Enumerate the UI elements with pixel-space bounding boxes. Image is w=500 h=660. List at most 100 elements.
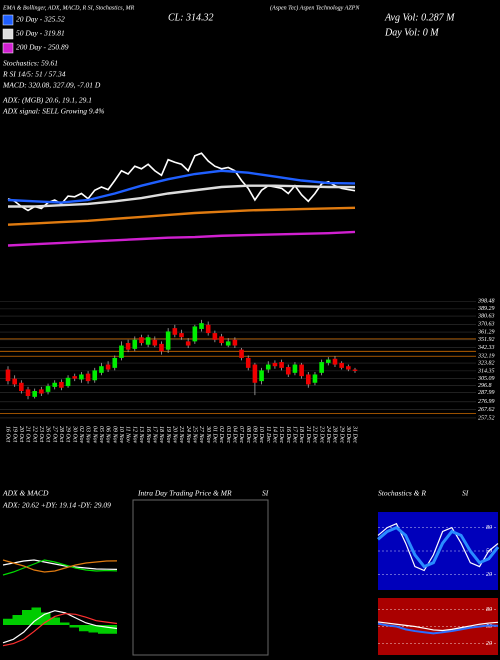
candle-body: [299, 364, 304, 377]
histogram-bar: [88, 625, 98, 633]
company: (Aspen Tec) Aspen Technology AZPN: [270, 4, 360, 11]
histogram-bar: [50, 617, 60, 625]
histogram-bar: [98, 625, 108, 634]
x-tick-label: 23 Oct: [38, 426, 44, 442]
x-tick-label: 22 Dec: [312, 426, 318, 443]
x-tick-label: 05 Nov: [98, 426, 104, 444]
candle-body: [199, 323, 204, 329]
y-tick-label: 287.99: [478, 390, 495, 396]
x-tick-label: 04 Dec: [232, 426, 239, 443]
x-tick-label: 18 Nov: [158, 426, 164, 444]
candle-body: [112, 357, 118, 368]
legend-label: 50 Day - 319.81: [16, 29, 65, 38]
x-tick-label: 31 Dec: [352, 425, 358, 443]
x-tick-label: 30 Nov: [205, 425, 211, 444]
x-tick-label: 29 Dec: [338, 426, 344, 443]
candle-body: [32, 391, 37, 397]
histogram-bar: [3, 618, 13, 625]
candle-body: [59, 381, 64, 388]
avg-vol: Avg Vol: 0.287 M: [384, 12, 455, 23]
series-line: [2, 610, 118, 644]
y-tick-label: 314.35: [477, 367, 495, 374]
series-line: [377, 621, 499, 632]
ma-line: [7, 169, 356, 204]
candle-body: [172, 328, 178, 335]
x-tick-label: 09 Dec: [252, 426, 258, 443]
x-tick-label: 26 Oct: [45, 426, 51, 442]
x-tick-label: 12 Nov: [131, 426, 137, 444]
candle-body: [39, 389, 44, 394]
candle-body: [212, 333, 218, 340]
x-tick-label: 28 Oct: [58, 426, 64, 442]
x-tick-label: 16 Dec: [285, 426, 291, 443]
intraday-panel: [132, 499, 269, 656]
y-tick-label: 389.29: [477, 306, 495, 312]
legend-label: 200 Day - 250.89: [16, 43, 69, 52]
candle-body: [79, 374, 84, 380]
candle-body: [265, 364, 271, 370]
candle-body: [232, 339, 238, 346]
candle-body: [12, 378, 17, 385]
x-tick-label: 23 Nov: [178, 426, 184, 444]
x-tick-label: 29 Oct: [65, 426, 71, 442]
x-tick-label: 21 Oct: [25, 426, 31, 442]
x-tick-label: 27 Oct: [51, 426, 57, 442]
candle-body: [52, 382, 58, 387]
x-tick-label: 02 Dec: [218, 426, 224, 443]
legend-swatch: [2, 28, 14, 40]
candle-body: [259, 370, 264, 382]
x-tick-label: 20 Oct: [18, 426, 24, 442]
adx-signal: ADX signal: SELL Growing 9.4%: [2, 107, 104, 116]
candle-body: [139, 337, 144, 344]
candle-body: [225, 341, 231, 346]
x-tick-label: 03 Nov: [85, 426, 91, 444]
candle-body: [292, 364, 298, 373]
x-tick-label: 24 Nov: [185, 426, 192, 444]
candle-body: [159, 343, 164, 352]
candle-body: [192, 326, 198, 342]
ma-line: [7, 230, 356, 247]
histogram-bar: [60, 622, 70, 625]
x-tick-label: 28 Dec: [332, 426, 338, 443]
histogram-bar: [41, 612, 51, 625]
candle-body: [252, 364, 258, 383]
candle-body: [85, 373, 91, 382]
y-tick-label: 332.19: [477, 353, 495, 359]
x-tick-label: 19 Nov: [165, 426, 171, 444]
candle-body: [132, 339, 138, 349]
x-tick-label: 02 Nov: [78, 426, 84, 444]
series-line: [377, 525, 500, 569]
adx: ADX: (MGB) 20.6, 19.1, 29.1: [2, 96, 92, 105]
x-tick-label: 19 Oct: [11, 426, 17, 442]
candle-body: [239, 349, 244, 358]
x-tick-label: 10 Nov: [118, 426, 124, 444]
y-tick-label: 80: [486, 607, 492, 613]
ma-line: [7, 206, 356, 226]
y-tick-label: 257.52: [478, 415, 495, 421]
y-tick-label: 323.82: [477, 360, 495, 366]
panel-title: ADX & MACD: [2, 489, 49, 498]
x-tick-label: 16 Oct: [5, 426, 11, 442]
candle-body: [5, 369, 11, 382]
candle-body: [279, 362, 284, 368]
y-tick-label: 20: [486, 572, 492, 578]
histogram-bar: [22, 610, 32, 625]
candle-body: [185, 341, 191, 346]
x-tick-label: 21 Dec: [305, 426, 311, 443]
day-vol: Day Vol: 0 M: [384, 27, 439, 38]
x-tick-label: 06 Nov: [105, 426, 111, 444]
candle-body: [319, 362, 324, 373]
x-tick-label: 30 Dec: [345, 425, 351, 443]
candle-body: [19, 382, 24, 392]
panel-subtitle: SI: [262, 489, 269, 498]
x-tick-label: 03 Dec: [225, 426, 231, 443]
x-tick-label: 09 Nov: [111, 426, 117, 444]
studies: EMA & Bollinger, ADX, MACD, R SI, Stocha…: [2, 5, 135, 11]
candle-body: [346, 366, 351, 370]
candle-body: [99, 366, 104, 373]
panel-subtitle: ADX: 20.62 +DY: 19.14 -DY: 29.09: [2, 501, 111, 510]
candle-body: [165, 331, 171, 350]
x-tick-label: 01 Dec: [211, 426, 217, 443]
legend-swatch: [2, 42, 14, 54]
stochastics: Stochastics: 59.61: [3, 59, 58, 68]
